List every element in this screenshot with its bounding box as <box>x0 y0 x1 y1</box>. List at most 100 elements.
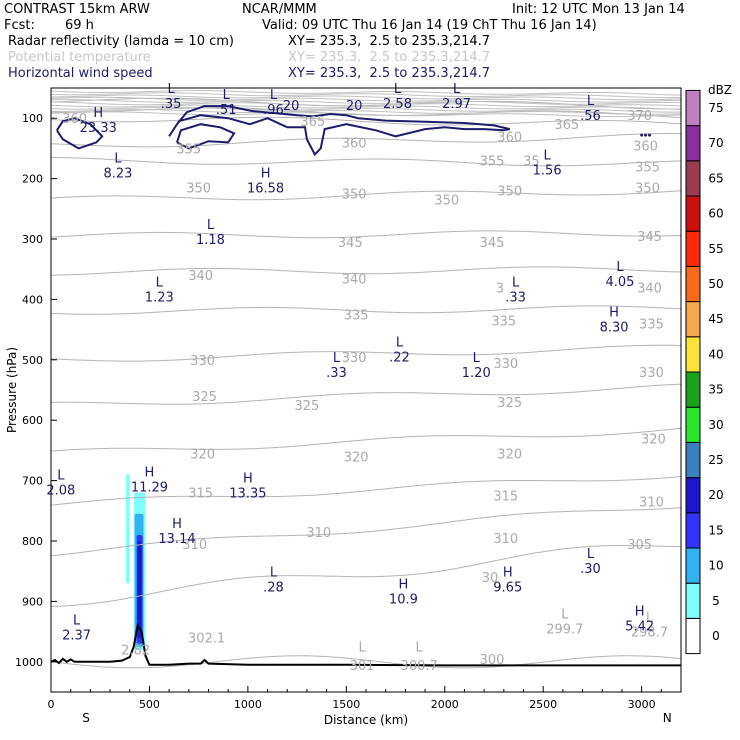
theta-label: 330 <box>639 366 664 381</box>
theta-label: 310 <box>306 526 331 541</box>
y-tick-label: 400 <box>22 293 43 306</box>
theta-label: 320 <box>344 450 369 465</box>
theta-label: 335 <box>639 318 664 333</box>
theta-label: 330 <box>342 351 367 366</box>
wind-extremum-value: 2.97 <box>442 97 471 112</box>
colorbar-swatch <box>685 265 701 303</box>
theta-label: 310 <box>639 496 664 511</box>
theta-label: 360 <box>62 112 87 127</box>
wind-extremum-mark: L <box>207 218 215 233</box>
x-end-label-north: N <box>663 711 672 725</box>
theta-isoline <box>51 344 681 362</box>
theta-label: 300 <box>480 653 505 668</box>
model-title: CONTRAST 15km ARW <box>4 2 150 17</box>
theta-label: L <box>561 607 569 622</box>
wind-extremum-mark: L <box>394 82 402 97</box>
colorbar-swatch <box>685 160 701 197</box>
wind-extremum-mark: H <box>261 167 271 182</box>
wind-extremum-mark: L <box>156 275 164 290</box>
theta-label: 35 <box>523 154 540 169</box>
wind-extremum-value: 13.14 <box>158 532 195 547</box>
colorbar-swatch <box>685 371 701 408</box>
wind-feature-dot <box>648 133 651 137</box>
wind-extremum-mark: L <box>453 82 461 97</box>
init-time: Init: 12 UTC Mon 13 Jan 14 <box>512 2 685 17</box>
wind-extremum-mark: H <box>93 106 103 121</box>
theta-isoline-upper <box>51 101 681 108</box>
wind-extremum-value: 1.56 <box>533 164 562 179</box>
wind-extremum-value: .22 <box>389 351 410 366</box>
theta-isoline <box>51 157 681 167</box>
wind-extremum-value: .28 <box>263 580 284 595</box>
theta-label: 340 <box>188 269 213 284</box>
theta-label: 299.7 <box>546 623 583 638</box>
forecast-label: Fcst: <box>4 18 35 33</box>
colorbar-label: 15 <box>708 523 723 537</box>
theta-label: 355 <box>176 142 201 157</box>
wind-extremum-mark: H <box>172 517 182 532</box>
wind-extremum-mark: L <box>333 351 341 366</box>
theta-label: 360 <box>633 139 658 154</box>
colorbar-label: 20 <box>708 488 723 502</box>
wind-extremum-mark: L <box>167 82 175 97</box>
colorbar-unit: dBZ <box>708 83 732 97</box>
reflectivity-layer <box>125 474 146 650</box>
field-potential-temperature: Potential temperature <box>8 50 151 65</box>
theta-label: L <box>416 641 424 656</box>
x-tick-label: 0 <box>48 698 55 711</box>
wind-extremum-mark: L <box>473 351 481 366</box>
wind-extremum-mark: L <box>270 88 278 103</box>
theta-isoline <box>51 507 681 557</box>
wind-extremum-value: 9.65 <box>493 580 522 595</box>
theta-label: 355 <box>480 154 505 169</box>
x-tick-label: 2000 <box>431 698 459 711</box>
theta-isoline-upper <box>51 96 681 103</box>
wind-extremum-value: .96 <box>263 103 284 118</box>
colorbar-swatch <box>685 547 701 584</box>
wind-extremum-mark: L <box>544 149 552 164</box>
theta-label: 360 <box>342 136 367 151</box>
y-tick-label: 800 <box>22 535 43 548</box>
colorbar-label: 5 <box>712 594 720 608</box>
theta-isoline-upper <box>51 99 681 105</box>
theta-label: 325 <box>192 390 217 405</box>
theta-label: 325 <box>295 399 320 414</box>
theta-isoline-upper <box>51 94 681 101</box>
colorbar-swatch <box>685 512 701 549</box>
wind-contour-20 <box>168 105 510 157</box>
theta-isoline <box>51 132 681 148</box>
theta-label: 360 <box>497 130 522 145</box>
y-tick-label: 100 <box>22 112 43 125</box>
theta-isoline-upper <box>51 92 681 99</box>
wind-contour-label: 20 <box>283 99 300 114</box>
wind-extremum-value: 11.29 <box>131 481 168 496</box>
institution-label: NCAR/MMM <box>242 2 317 17</box>
wind-extremum-value: 1.18 <box>196 233 225 248</box>
colorbar-label: 45 <box>708 312 723 326</box>
wind-extremum-value: 1.20 <box>462 366 491 381</box>
y-tick-label: 300 <box>22 233 43 246</box>
x-tick-label: 500 <box>139 698 160 711</box>
theta-label: 350 <box>434 194 459 209</box>
wind-contour-20 <box>176 123 236 150</box>
wind-extremum-mark: L <box>587 94 595 109</box>
wind-extremum-mark: L <box>73 614 81 629</box>
wind-extremum-value: 8.23 <box>103 167 132 182</box>
theta-label: 345 <box>338 236 363 251</box>
wind-extremum-value: .33 <box>326 366 347 381</box>
terrain-layer <box>51 622 681 667</box>
y-tick-label: 700 <box>22 475 43 488</box>
wind-extremum-mark: L <box>616 260 624 275</box>
y-tick-label: 500 <box>22 354 43 367</box>
theta-label: 340 <box>342 272 367 287</box>
colorbar-label: 0 <box>712 629 720 643</box>
colorbar-swatch <box>685 336 701 373</box>
wind-extremum-value: 10.9 <box>389 592 418 607</box>
wind-extremum-mark: H <box>399 577 409 592</box>
colorbar-swatch <box>685 301 701 338</box>
colorbar-swatch <box>685 441 701 479</box>
terrain-line <box>51 622 681 667</box>
theta-isoline <box>51 305 681 315</box>
